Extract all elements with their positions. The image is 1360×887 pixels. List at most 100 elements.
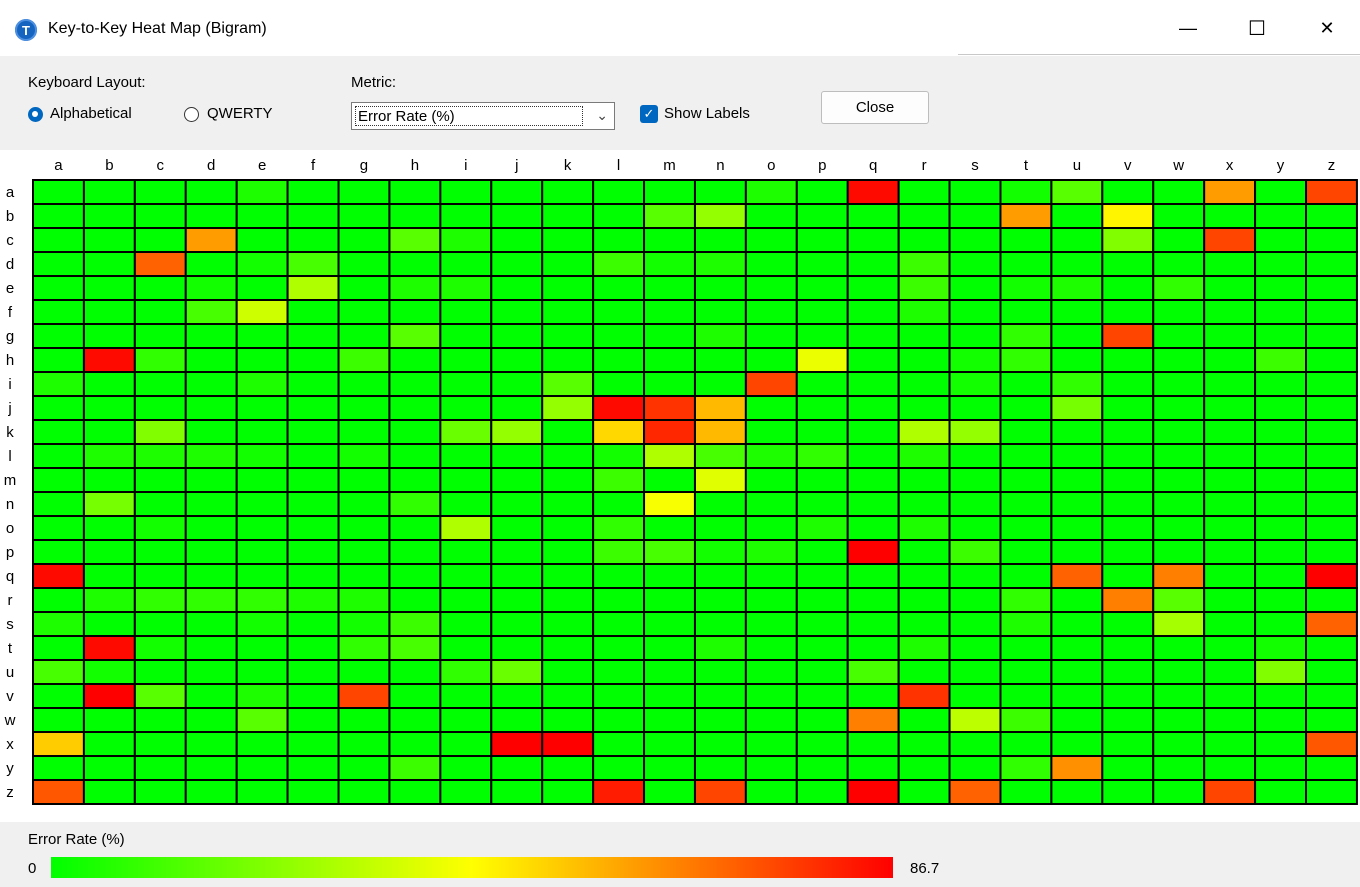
heatmap-cell-vc[interactable] xyxy=(133,683,187,709)
heatmap-cell-um[interactable] xyxy=(643,659,696,685)
heatmap-cell-hd[interactable] xyxy=(184,347,238,373)
heatmap-cell-at[interactable] xyxy=(999,179,1053,205)
heatmap-cell-rt[interactable] xyxy=(999,587,1053,613)
heatmap-cell-ae[interactable] xyxy=(235,179,289,205)
heatmap-cell-zq[interactable] xyxy=(846,779,900,805)
heatmap-cell-hy[interactable] xyxy=(1254,347,1307,373)
heatmap-cell-ei[interactable] xyxy=(439,275,493,301)
heatmap-cell-oq[interactable] xyxy=(846,515,900,541)
heatmap-cell-pm[interactable] xyxy=(643,539,696,565)
heatmap-cell-pa[interactable] xyxy=(32,539,85,565)
heatmap-cell-wt[interactable] xyxy=(999,707,1053,733)
heatmap-cell-wb[interactable] xyxy=(82,707,136,733)
heatmap-cell-jh[interactable] xyxy=(388,395,442,421)
heatmap-cell-un[interactable] xyxy=(693,659,747,685)
heatmap-cell-fg[interactable] xyxy=(337,299,391,325)
heatmap-cell-gi[interactable] xyxy=(439,323,493,349)
heatmap-cell-ak[interactable] xyxy=(541,179,595,205)
heatmap-cell-oi[interactable] xyxy=(439,515,493,541)
heatmap-cell-zd[interactable] xyxy=(184,779,238,805)
heatmap-cell-wf[interactable] xyxy=(286,707,340,733)
heatmap-cell-kn[interactable] xyxy=(693,419,747,445)
heatmap-cell-bj[interactable] xyxy=(490,203,544,229)
heatmap-cell-ax[interactable] xyxy=(1203,179,1257,205)
heatmap-cell-xk[interactable] xyxy=(541,731,595,757)
heatmap-cell-om[interactable] xyxy=(643,515,696,541)
heatmap-cell-sr[interactable] xyxy=(897,611,951,637)
heatmap-cell-mm[interactable] xyxy=(643,467,696,493)
heatmap-cell-tv[interactable] xyxy=(1101,635,1155,661)
heatmap-cell-zh[interactable] xyxy=(388,779,442,805)
heatmap-cell-ab[interactable] xyxy=(82,179,136,205)
heatmap-cell-ji[interactable] xyxy=(439,395,493,421)
heatmap-cell-dq[interactable] xyxy=(846,251,900,277)
heatmap-cell-cg[interactable] xyxy=(337,227,391,253)
heatmap-cell-js[interactable] xyxy=(948,395,1002,421)
heatmap-cell-hl[interactable] xyxy=(592,347,646,373)
heatmap-cell-kb[interactable] xyxy=(82,419,136,445)
heatmap-cell-pg[interactable] xyxy=(337,539,391,565)
heatmap-cell-sn[interactable] xyxy=(693,611,747,637)
heatmap-cell-qj[interactable] xyxy=(490,563,544,589)
heatmap-cell-ao[interactable] xyxy=(744,179,798,205)
heatmap-cell-xy[interactable] xyxy=(1254,731,1307,757)
heatmap-cell-cx[interactable] xyxy=(1203,227,1257,253)
heatmap-cell-xm[interactable] xyxy=(643,731,696,757)
heatmap-cell-sh[interactable] xyxy=(388,611,442,637)
heatmap-cell-oc[interactable] xyxy=(133,515,187,541)
heatmap-cell-vh[interactable] xyxy=(388,683,442,709)
heatmap-cell-pf[interactable] xyxy=(286,539,340,565)
heatmap-cell-qn[interactable] xyxy=(693,563,747,589)
heatmap-cell-bk[interactable] xyxy=(541,203,595,229)
heatmap-cell-ee[interactable] xyxy=(235,275,289,301)
heatmap-cell-uh[interactable] xyxy=(388,659,442,685)
heatmap-cell-vy[interactable] xyxy=(1254,683,1307,709)
heatmap-cell-bz[interactable] xyxy=(1305,203,1358,229)
heatmap-cell-wq[interactable] xyxy=(846,707,900,733)
heatmap-cell-na[interactable] xyxy=(32,491,85,517)
heatmap-cell-zs[interactable] xyxy=(948,779,1002,805)
heatmap-cell-be[interactable] xyxy=(235,203,289,229)
heatmap-cell-eo[interactable] xyxy=(744,275,798,301)
heatmap-cell-uv[interactable] xyxy=(1101,659,1155,685)
heatmap-cell-hb[interactable] xyxy=(82,347,136,373)
heatmap-cell-dv[interactable] xyxy=(1101,251,1155,277)
heatmap-cell-qa[interactable] xyxy=(32,563,85,589)
heatmap-cell-ff[interactable] xyxy=(286,299,340,325)
heatmap-cell-kl[interactable] xyxy=(592,419,646,445)
alphabetical-radio-label[interactable]: Alphabetical xyxy=(50,105,132,122)
heatmap-cell-ga[interactable] xyxy=(32,323,85,349)
heatmap-cell-di[interactable] xyxy=(439,251,493,277)
heatmap-cell-dl[interactable] xyxy=(592,251,646,277)
heatmap-cell-xf[interactable] xyxy=(286,731,340,757)
heatmap-cell-dt[interactable] xyxy=(999,251,1053,277)
heatmap-cell-eb[interactable] xyxy=(82,275,136,301)
heatmap-cell-cp[interactable] xyxy=(795,227,849,253)
heatmap-cell-lr[interactable] xyxy=(897,443,951,469)
heatmap-cell-xg[interactable] xyxy=(337,731,391,757)
heatmap-cell-pd[interactable] xyxy=(184,539,238,565)
heatmap-cell-ev[interactable] xyxy=(1101,275,1155,301)
heatmap-cell-sz[interactable] xyxy=(1305,611,1358,637)
heatmap-cell-dx[interactable] xyxy=(1203,251,1257,277)
heatmap-cell-lc[interactable] xyxy=(133,443,187,469)
heatmap-cell-ef[interactable] xyxy=(286,275,340,301)
heatmap-cell-fp[interactable] xyxy=(795,299,849,325)
heatmap-cell-ko[interactable] xyxy=(744,419,798,445)
heatmap-cell-mj[interactable] xyxy=(490,467,544,493)
heatmap-cell-db[interactable] xyxy=(82,251,136,277)
heatmap-cell-zz[interactable] xyxy=(1305,779,1358,805)
heatmap-cell-mf[interactable] xyxy=(286,467,340,493)
heatmap-cell-wo[interactable] xyxy=(744,707,798,733)
heatmap-cell-pv[interactable] xyxy=(1101,539,1155,565)
heatmap-cell-ir[interactable] xyxy=(897,371,951,397)
heatmap-cell-ii[interactable] xyxy=(439,371,493,397)
heatmap-cell-ib[interactable] xyxy=(82,371,136,397)
heatmap-cell-ti[interactable] xyxy=(439,635,493,661)
heatmap-cell-nj[interactable] xyxy=(490,491,544,517)
heatmap-cell-vr[interactable] xyxy=(897,683,951,709)
heatmap-cell-fl[interactable] xyxy=(592,299,646,325)
heatmap-cell-rk[interactable] xyxy=(541,587,595,613)
heatmap-cell-uj[interactable] xyxy=(490,659,544,685)
heatmap-cell-tf[interactable] xyxy=(286,635,340,661)
